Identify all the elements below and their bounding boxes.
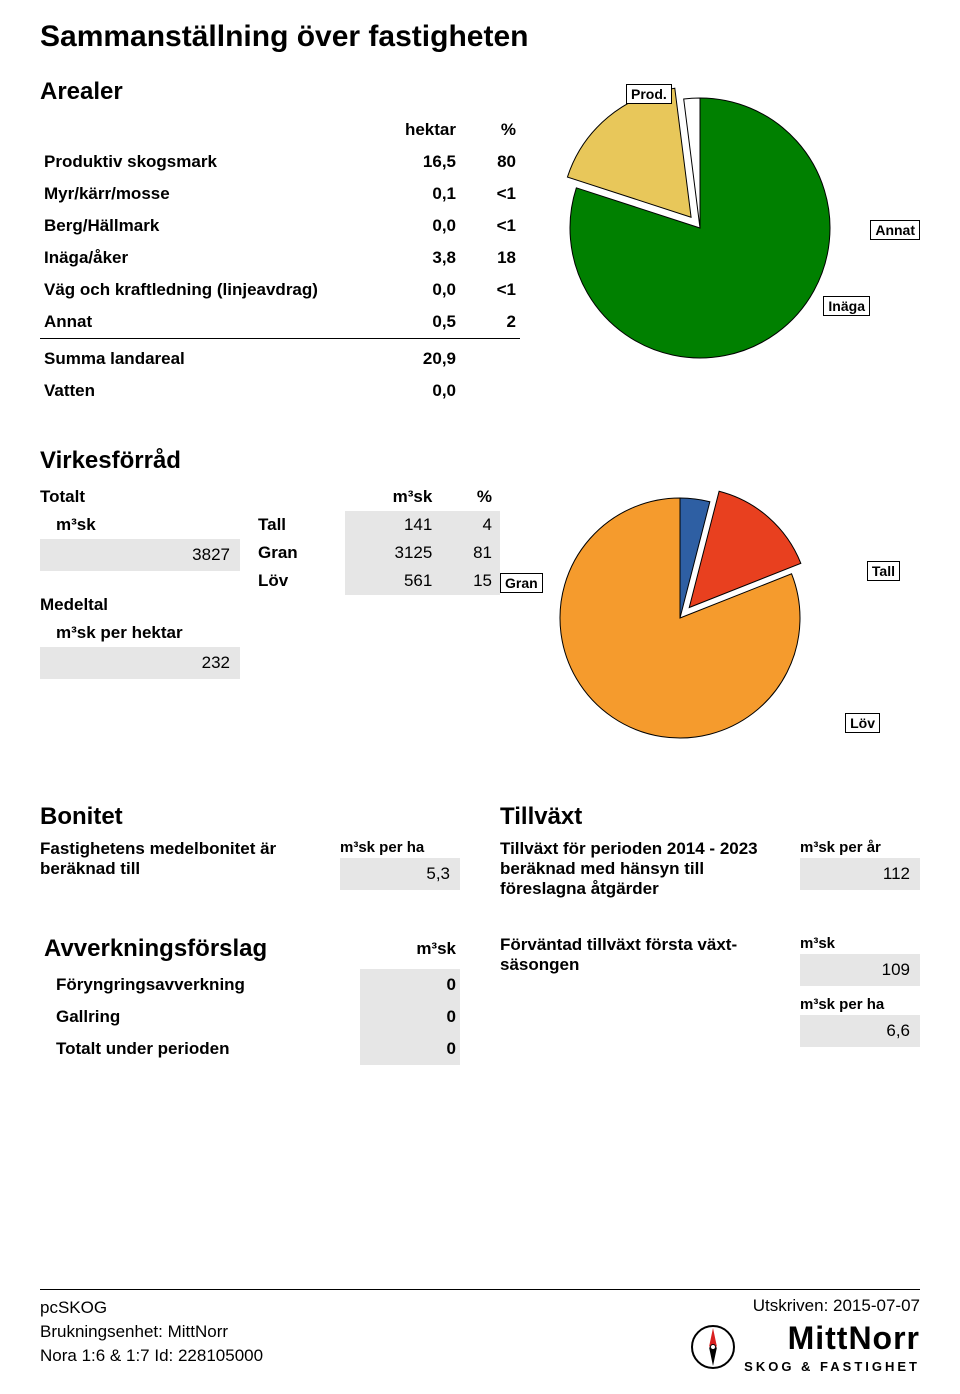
virkes-table: m³sk% Tall1414 Gran312581 Löv56115 bbox=[250, 483, 500, 595]
page-title: Sammanställning över fastigheten bbox=[40, 20, 920, 54]
medeltal-label: Medeltal bbox=[40, 591, 240, 619]
compass-icon bbox=[690, 1324, 736, 1370]
medeltal-unit: m³sk per hektar bbox=[40, 619, 240, 647]
table-row: Myr/kärr/mosse0,1<1 bbox=[40, 178, 520, 210]
table-row: Väg och kraftledning (linjeavdrag)0,0<1 bbox=[40, 274, 520, 306]
table-row: Gran312581 bbox=[250, 539, 500, 567]
pie-label-prod: Prod. bbox=[626, 84, 672, 104]
table-row-summa: Summa landareal20,9 bbox=[40, 339, 520, 376]
col-pct: % bbox=[460, 114, 520, 146]
pie-label-inaga: Inäga bbox=[823, 296, 870, 316]
virkes-section: Virkesförråd Totalt m³sk 3827 Medeltal m… bbox=[40, 447, 920, 763]
avverkning-table: Avverkningsförslag m³sk Föryngringsavver… bbox=[40, 929, 460, 1065]
table-row: Inäga/åker3,818 bbox=[40, 242, 520, 274]
footer-bruk: Brukningsenhet: MittNorr bbox=[40, 1320, 263, 1344]
table-row: Produktiv skogsmark16,580 bbox=[40, 146, 520, 178]
col-hektar: hektar bbox=[380, 114, 460, 146]
tillvaxt-heading: Tillväxt bbox=[500, 803, 920, 831]
footer-nora: Nora 1:6 & 1:7 Id: 228105000 bbox=[40, 1344, 263, 1368]
virkes-heading: Virkesförråd bbox=[40, 447, 920, 475]
virkes-pie: Gran Tall Löv bbox=[500, 483, 920, 763]
bonitet-unit: m³sk per ha bbox=[340, 839, 460, 858]
table-row: Totalt under perioden0 bbox=[40, 1033, 460, 1065]
logo: MittNorr SKOG & FASTIGHET bbox=[690, 1320, 920, 1374]
medeltal-val: 232 bbox=[40, 647, 240, 679]
totalt-val: 3827 bbox=[40, 539, 240, 571]
table-row: Tall1414 bbox=[250, 511, 500, 539]
bonitet-heading: Bonitet bbox=[40, 803, 460, 831]
forvantad-unit1: m³sk bbox=[800, 935, 920, 954]
footer: pcSKOG Brukningsenhet: MittNorr Nora 1:6… bbox=[40, 1289, 920, 1374]
forvantad-val2: 6,6 bbox=[800, 1015, 920, 1047]
tillvaxt-unit: m³sk per år bbox=[800, 839, 920, 858]
forvantad-desc: Förväntad tillväxt första växt-säsongen bbox=[500, 935, 780, 975]
arealer-section: Arealer hektar % Produktiv skogsmark16,5… bbox=[40, 78, 920, 407]
table-row: Föryngringsavverkning0 bbox=[40, 969, 460, 1001]
avverkning-heading: Avverkningsförslag bbox=[40, 929, 360, 969]
pie-label-annat: Annat bbox=[870, 220, 920, 240]
footer-pcskog: pcSKOG bbox=[40, 1296, 263, 1320]
pie-label-gran: Gran bbox=[500, 573, 543, 593]
arealer-table: hektar % Produktiv skogsmark16,580 Myr/k… bbox=[40, 114, 520, 407]
table-row: Berg/Hällmark0,0<1 bbox=[40, 210, 520, 242]
forvantad-unit2: m³sk per ha bbox=[800, 996, 920, 1015]
table-row: Löv56115 bbox=[250, 567, 500, 595]
logo-text: MittNorr bbox=[744, 1320, 920, 1357]
table-row: Gallring0 bbox=[40, 1001, 460, 1033]
forvantad-val1: 109 bbox=[800, 954, 920, 986]
bonitet-val: 5,3 bbox=[340, 858, 460, 890]
table-row: Annat0,52 bbox=[40, 306, 520, 339]
pie-label-tall: Tall bbox=[867, 561, 900, 581]
tillvaxt-desc: Tillväxt för perioden 2014 - 2023 beräkn… bbox=[500, 839, 780, 899]
arealer-pie: Prod. Inäga Annat bbox=[520, 78, 920, 378]
pie-label-lov: Löv bbox=[845, 713, 880, 733]
tillvaxt-val: 112 bbox=[800, 858, 920, 890]
arealer-heading: Arealer bbox=[40, 78, 520, 106]
avverkning-section: Avverkningsförslag m³sk Föryngringsavver… bbox=[40, 929, 920, 1065]
logo-subtext: SKOG & FASTIGHET bbox=[744, 1359, 920, 1374]
bonitet-tillvaxt-section: Bonitet Fastighetens medelbonitet är ber… bbox=[40, 803, 920, 899]
footer-utskriven: Utskriven: 2015-07-07 bbox=[690, 1296, 920, 1316]
table-row-vatten: Vatten0,0 bbox=[40, 375, 520, 407]
totalt-label: Totalt bbox=[40, 483, 240, 511]
totalt-unit: m³sk bbox=[40, 511, 240, 539]
bonitet-desc: Fastighetens medelbonitet är beräknad ti… bbox=[40, 839, 320, 879]
